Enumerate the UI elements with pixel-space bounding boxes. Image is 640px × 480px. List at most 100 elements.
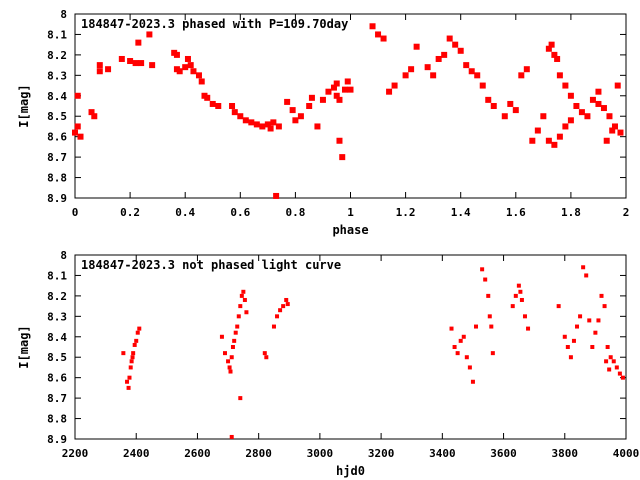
data-point — [604, 359, 609, 364]
data-point — [617, 371, 622, 376]
data-point — [375, 31, 382, 38]
data-point — [236, 314, 241, 319]
data-point — [609, 127, 616, 134]
data-point — [490, 103, 497, 109]
plot-frame — [74, 13, 627, 199]
data-point — [135, 330, 140, 335]
data-point — [487, 314, 492, 319]
data-point — [333, 80, 340, 87]
data-point — [138, 60, 145, 67]
data-point — [314, 123, 321, 130]
data-point — [330, 84, 337, 91]
data-point — [229, 434, 234, 439]
data-point — [132, 342, 137, 347]
data-point — [518, 289, 523, 294]
x-tick-label: 3800 — [552, 447, 579, 460]
data-point — [198, 78, 205, 85]
data-point — [336, 96, 343, 103]
data-point — [452, 41, 459, 48]
data-point — [584, 113, 591, 120]
data-point — [507, 100, 514, 107]
x-tick-label: 2800 — [245, 447, 272, 460]
data-point — [595, 88, 602, 95]
data-point — [522, 314, 527, 319]
data-point — [611, 123, 618, 130]
data-point — [602, 304, 607, 309]
data-point — [435, 55, 442, 62]
y-tick-label: 8.7 — [47, 392, 67, 405]
data-point — [128, 365, 133, 370]
data-point — [567, 117, 574, 124]
data-point — [238, 304, 243, 309]
x-tick-label: 3400 — [429, 447, 456, 460]
data-point — [241, 289, 246, 294]
data-point — [620, 375, 625, 380]
data-point — [238, 396, 243, 401]
y-tick-label: 8.1 — [47, 28, 67, 41]
x-tick-label: 0.4 — [175, 206, 195, 219]
data-point — [292, 117, 299, 124]
data-point — [606, 113, 613, 120]
data-point — [430, 72, 437, 79]
data-point — [611, 359, 616, 364]
y-tick-label: 8.4 — [47, 331, 67, 344]
data-point — [548, 41, 555, 48]
data-point — [510, 304, 515, 309]
data-point — [490, 351, 495, 356]
data-point — [571, 338, 576, 343]
data-point — [446, 35, 453, 42]
data-point — [540, 113, 547, 120]
data-point — [593, 330, 598, 335]
data-point — [468, 68, 475, 75]
data-point — [449, 326, 454, 331]
unphased-light-curve-panel: 2200 2400 2600 2800 3000 3200 3400 3600 3800 4000… — [17, 249, 639, 478]
data-point — [529, 137, 536, 144]
data-point — [242, 117, 249, 124]
x-tick-label: 3600 — [490, 447, 517, 460]
data-point — [289, 107, 296, 114]
chart-title: 184847-2023.3 phased with P=109.70day — [81, 17, 348, 31]
data-point — [479, 82, 486, 89]
data-point — [470, 379, 475, 384]
y-tick-label: 8.1 — [47, 269, 67, 282]
data-point — [228, 369, 233, 374]
data-point — [480, 267, 485, 272]
x-tick-label: 1.4 — [451, 206, 471, 219]
data-point — [336, 137, 343, 144]
data-point — [229, 103, 236, 109]
data-point — [589, 96, 596, 103]
data-point — [501, 113, 508, 120]
data-point — [233, 330, 238, 335]
data-point — [235, 324, 240, 329]
data-point — [587, 318, 592, 323]
y-tick-label: 8 — [60, 249, 67, 262]
y-tick-label: 8.3 — [47, 69, 67, 82]
data-point — [319, 96, 326, 103]
x-tick-label: 0 — [72, 206, 79, 219]
data-point — [253, 121, 260, 128]
data-point — [333, 92, 340, 99]
data-point — [232, 338, 237, 343]
data-point — [195, 72, 202, 79]
x-axis-label: phase — [332, 223, 368, 237]
y-tick-label: 8.9 — [47, 192, 67, 205]
data-point — [605, 345, 610, 349]
x-tick-label: 1.6 — [506, 206, 526, 219]
data-point — [545, 45, 552, 52]
data-point — [126, 385, 131, 390]
data-point — [215, 103, 222, 109]
data-point — [581, 265, 586, 270]
data-point — [424, 64, 431, 71]
data-point — [339, 154, 346, 161]
data-point — [271, 324, 276, 329]
data-point — [474, 324, 479, 329]
x-tick-label: 0.6 — [230, 206, 250, 219]
data-point — [518, 72, 525, 79]
data-point — [134, 338, 139, 343]
data-point — [273, 192, 280, 199]
data-point — [229, 355, 234, 360]
data-point — [562, 82, 569, 89]
data-point — [534, 127, 541, 134]
data-point — [545, 137, 552, 144]
data-point — [96, 62, 103, 69]
